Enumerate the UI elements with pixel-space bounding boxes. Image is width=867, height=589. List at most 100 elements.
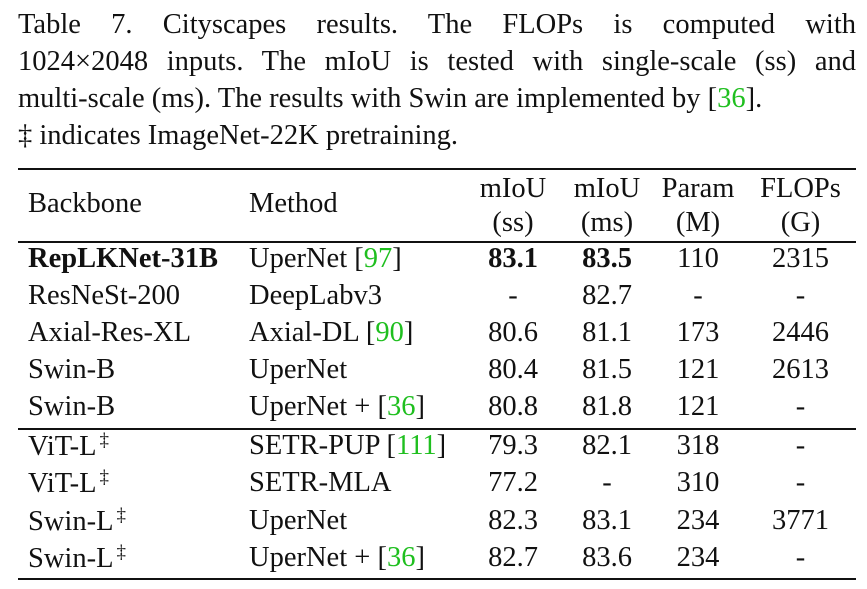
cell-param: -	[693, 280, 703, 311]
caption-line-3-text: multi-scale (ms). The results with Swin …	[18, 83, 718, 114]
caption-line-4: ‡ indicates ImageNet-22K pretraining.	[18, 120, 459, 151]
cell-flops: 2613	[772, 354, 829, 385]
cell-method: Axial-DL [90]	[249, 317, 413, 349]
cell-miou-ms: -	[602, 467, 612, 498]
cell-method: SETR-MLA	[249, 467, 392, 498]
cell-backbone: Swin-L ‡	[28, 505, 126, 538]
cell-backbone: Axial-Res-XL	[28, 317, 192, 348]
cell-miou-ss: 79.3	[488, 430, 538, 461]
cell-flops: -	[795, 430, 806, 461]
cell-miou-ss: 80.6	[488, 317, 538, 348]
backbone-name: Swin-L	[28, 506, 114, 537]
cell-miou-ms: 82.7	[582, 280, 632, 311]
cell-miou-ss: -	[508, 280, 518, 311]
citation-link[interactable]: 90	[375, 317, 404, 348]
method-name: UperNet + [	[249, 542, 387, 573]
cell-param: 173	[676, 317, 720, 348]
method-name: UperNet [	[249, 243, 364, 274]
cell-miou-ms: 83.5	[582, 243, 632, 274]
method-bracket: ]	[415, 542, 425, 573]
citation-link[interactable]: 36	[717, 83, 746, 114]
cell-flops: 2446	[772, 317, 829, 348]
cell-miou-ms: 83.6	[582, 542, 632, 573]
cell-backbone: ViT-L ‡	[28, 430, 109, 463]
caption-line-2: 1024×2048 inputs. The mIoU is tested wit…	[18, 46, 856, 77]
method-bracket: ]	[392, 243, 402, 274]
method-name: Axial-DL [	[249, 317, 376, 348]
cell-flops: -	[795, 391, 806, 422]
cell-miou-ms: 82.1	[582, 430, 632, 461]
cell-param: 310	[676, 467, 720, 498]
cell-miou-ss: 82.3	[488, 505, 538, 536]
backbone-name: ViT-L	[28, 468, 97, 499]
citation-link[interactable]: 97	[363, 243, 393, 274]
citation-link[interactable]: 36	[386, 391, 416, 422]
cell-backbone: Swin-B	[28, 354, 116, 385]
cell-flops: -	[795, 467, 806, 498]
cell-backbone: Swin-B	[28, 391, 116, 422]
header-miou-ms-top: mIoU	[573, 173, 641, 204]
dagger-mark: ‡	[99, 430, 109, 451]
caption-line-3: multi-scale (ms). The results with Swin …	[18, 80, 856, 117]
header-miou-ms-bottom: (ms)	[580, 207, 634, 238]
method-name: SETR-PUP [	[249, 430, 397, 461]
cell-miou-ss: 82.7	[488, 542, 538, 573]
cell-method: UperNet	[249, 505, 348, 536]
cell-flops: 2315	[772, 243, 829, 274]
cell-param: 110	[677, 243, 719, 274]
header-method: Method	[249, 188, 338, 219]
cell-method: DeepLabv3	[249, 280, 382, 311]
caption-line-1: Table 7. Cityscapes results. The FLOPs i…	[18, 9, 856, 40]
citation-link[interactable]: 111	[396, 430, 437, 461]
dagger-mark: ‡	[99, 467, 109, 488]
method-bracket: ]	[403, 317, 414, 348]
header-flops-top: FLOPs	[760, 173, 841, 204]
header-miou-ss-top: mIoU	[479, 173, 547, 204]
cell-miou-ss: 80.4	[488, 354, 538, 385]
cell-param: 234	[676, 505, 720, 536]
header-param-bottom: (M)	[675, 207, 721, 238]
cell-miou-ss: 83.1	[488, 243, 538, 274]
backbone-name: ViT-L	[28, 431, 97, 462]
table-group-rule	[18, 428, 856, 430]
cell-method: SETR-PUP [111]	[249, 430, 446, 462]
dagger-mark: ‡	[116, 505, 127, 526]
header-miou-ms: mIoU (ms)	[563, 172, 651, 240]
cell-backbone: ViT-L ‡	[28, 467, 109, 500]
cell-miou-ms: 81.5	[582, 354, 632, 385]
backbone-name: Swin-L	[28, 543, 114, 574]
cell-backbone: Swin-L ‡	[28, 542, 126, 575]
table-bottom-rule	[18, 578, 856, 580]
cell-method: UperNet + [36]	[249, 391, 425, 423]
cell-param: 121	[676, 354, 720, 385]
method-bracket: ]	[415, 391, 425, 422]
table-header-rule	[18, 241, 856, 243]
table-header: Backbone Method mIoU (ss) mIoU (ms) Para…	[18, 172, 856, 240]
header-param-top: Param	[661, 173, 735, 204]
dagger-mark: ‡	[116, 542, 127, 563]
cell-miou-ms: 81.1	[582, 317, 632, 348]
cell-miou-ss: 80.8	[488, 391, 538, 422]
cell-miou-ms: 83.1	[582, 505, 632, 536]
cell-method: UperNet + [36]	[249, 542, 425, 574]
cell-flops: 3771	[772, 505, 829, 536]
header-param: Param (M)	[653, 172, 743, 240]
header-miou-ss-bottom: (ss)	[492, 207, 534, 238]
cell-miou-ms: 81.8	[582, 391, 632, 422]
cell-miou-ss: 77.2	[488, 467, 538, 498]
cell-method: UperNet	[249, 354, 348, 385]
caption-line-3-end: ].	[745, 83, 763, 114]
cell-backbone: ResNeSt-200	[28, 280, 180, 311]
cell-flops: -	[795, 542, 806, 573]
header-flops-bottom: (G)	[780, 207, 821, 238]
cell-param: 121	[676, 391, 720, 422]
cell-method: UperNet [97]	[249, 243, 402, 275]
header-miou-ss: mIoU (ss)	[473, 172, 553, 240]
header-backbone: Backbone	[28, 188, 142, 219]
method-name: UperNet + [	[249, 391, 387, 422]
citation-link[interactable]: 36	[386, 542, 416, 573]
cell-param: 234	[676, 542, 720, 573]
table-top-rule	[18, 168, 856, 170]
cell-backbone: RepLKNet-31B	[28, 243, 218, 274]
table-caption: Table 7. Cityscapes results. The FLOPs i…	[18, 6, 856, 154]
